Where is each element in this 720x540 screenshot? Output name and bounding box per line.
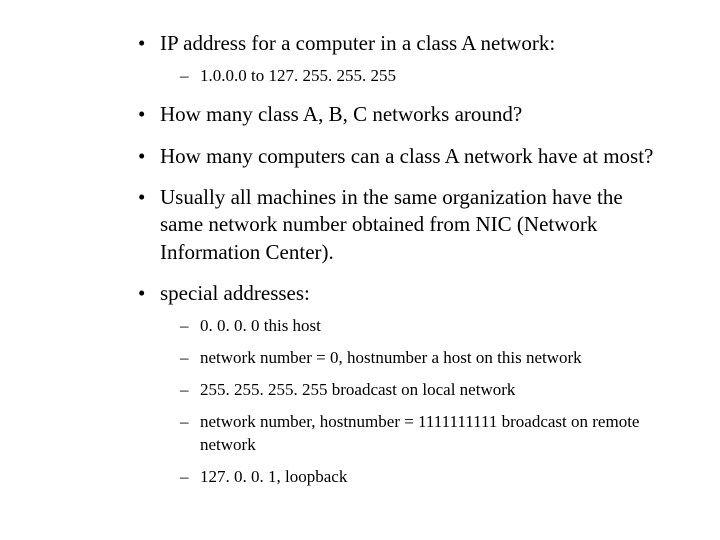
sub-item: 255. 255. 255. 255 broadcast on local ne… [160,379,670,401]
bullet-item: IP address for a computer in a class A n… [130,30,670,87]
bullet-text: IP address for a computer in a class A n… [160,31,555,55]
bullet-text: special addresses: [160,281,310,305]
sub-item: 0. 0. 0. 0 this host [160,315,670,337]
sub-text: 0. 0. 0. 0 this host [200,316,321,335]
sub-text: 127. 0. 0. 1, loopback [200,467,347,486]
bullet-text: How many class A, B, C networks around? [160,102,522,126]
sub-item: 127. 0. 0. 1, loopback [160,466,670,488]
bullet-list: IP address for a computer in a class A n… [130,30,670,488]
sub-item: 1.0.0.0 to 127. 255. 255. 255 [160,65,670,87]
bullet-item: How many class A, B, C networks around? [130,101,670,128]
sub-list: 0. 0. 0. 0 this host network number = 0,… [160,315,670,488]
bullet-item: Usually all machines in the same organiz… [130,184,670,266]
bullet-item: special addresses: 0. 0. 0. 0 this host … [130,280,670,488]
sub-text: 1.0.0.0 to 127. 255. 255. 255 [200,66,396,85]
bullet-text: Usually all machines in the same organiz… [160,185,623,264]
sub-list: 1.0.0.0 to 127. 255. 255. 255 [160,65,670,87]
sub-text: network number = 0, hostnumber a host on… [200,348,582,367]
sub-text: 255. 255. 255. 255 broadcast on local ne… [200,380,515,399]
sub-text: network number, hostnumber = 1111111111 … [200,412,639,453]
bullet-text: How many computers can a class A network… [160,144,653,168]
slide-content: IP address for a computer in a class A n… [50,30,670,488]
sub-item: network number, hostnumber = 1111111111 … [160,411,670,455]
bullet-item: How many computers can a class A network… [130,143,670,170]
sub-item: network number = 0, hostnumber a host on… [160,347,670,369]
